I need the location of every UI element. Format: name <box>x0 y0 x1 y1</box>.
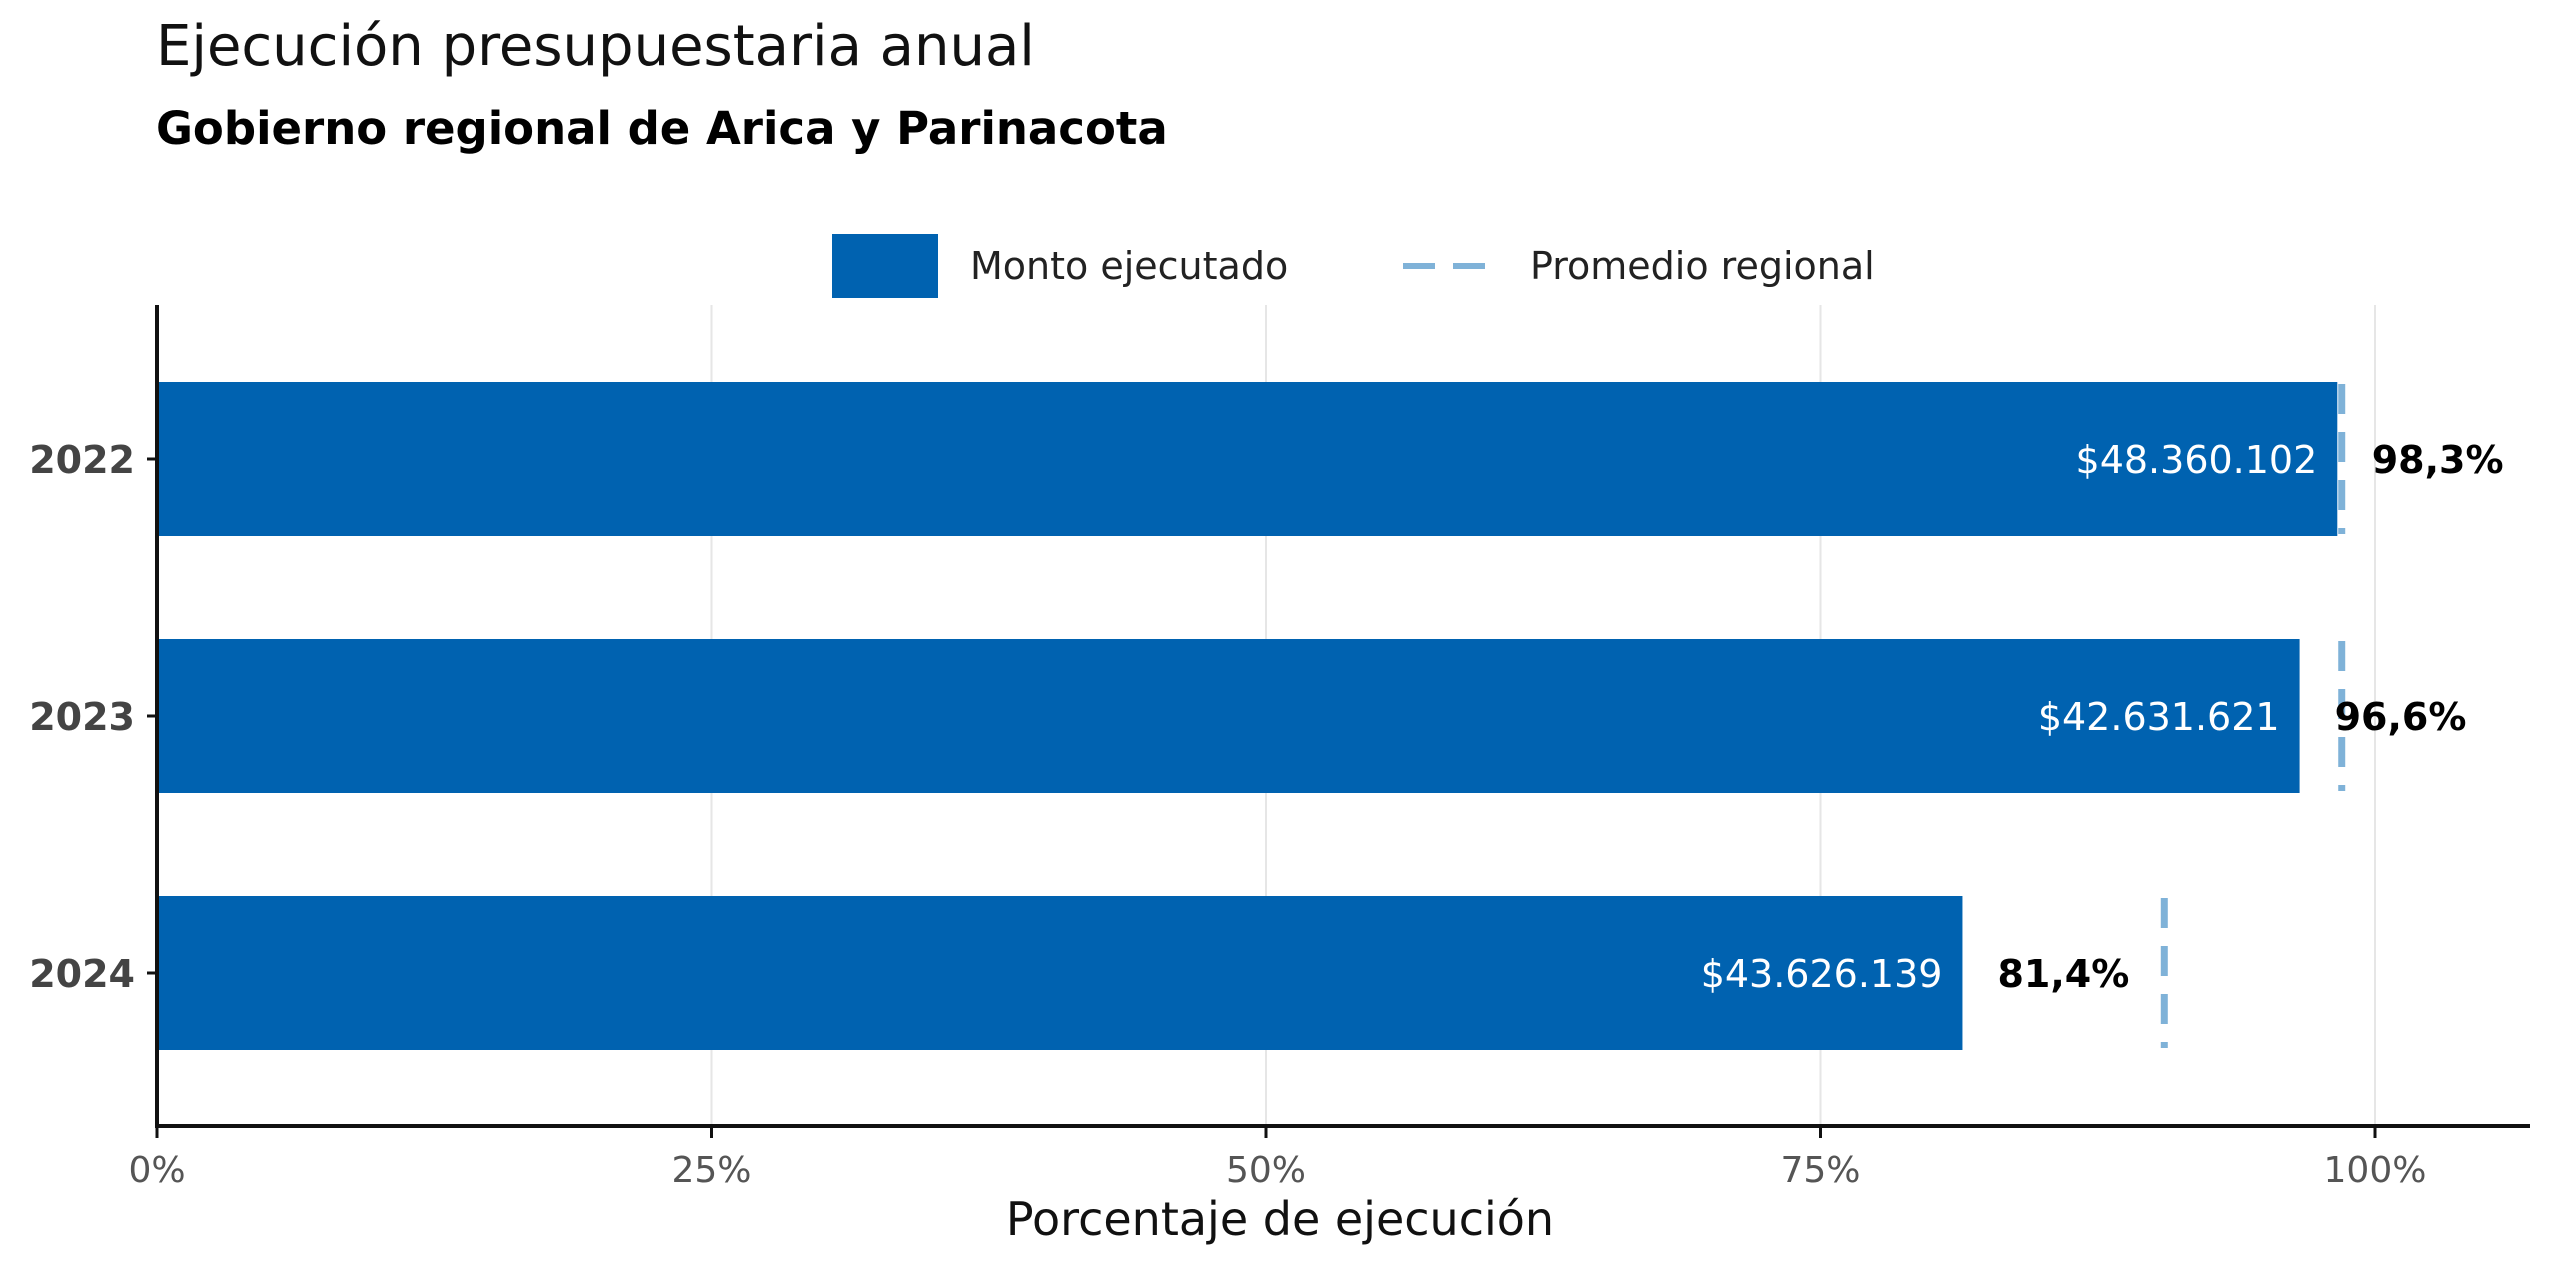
chart-subtitle: Gobierno regional de Arica y Parinacota <box>156 102 1168 155</box>
legend-label-average: Promedio regional <box>1530 244 1875 288</box>
y-tick-label-2024: 2024 <box>29 952 135 996</box>
x-tick-label: 0% <box>128 1150 185 1191</box>
amount-label-2023: $42.631.621 <box>2038 695 2280 739</box>
legend-swatch-bar <box>832 234 938 298</box>
x-tick-label: 75% <box>1780 1150 1860 1191</box>
x-tick-label: 100% <box>2324 1150 2427 1191</box>
value-label-2023: 96,6% <box>2335 695 2467 739</box>
bar-2023 <box>157 639 2300 793</box>
x-tick-label: 50% <box>1226 1150 1306 1191</box>
bar-2024 <box>157 896 1963 1050</box>
value-label-2022: 98,3% <box>2372 438 2504 482</box>
chart-title: Ejecución presupuestaria anual <box>156 14 1035 79</box>
bar-2022 <box>157 382 2338 536</box>
legend-swatch-average <box>1403 263 1485 269</box>
x-axis-label: Porcentaje de ejecución <box>1005 1192 1555 1246</box>
y-tick-label-2023: 2023 <box>29 695 135 739</box>
y-tick-label-2022: 2022 <box>29 438 135 482</box>
value-label-2024: 81,4% <box>1997 952 2129 996</box>
legend-label-bar: Monto ejecutado <box>970 244 1289 288</box>
x-tick-label: 25% <box>671 1150 751 1191</box>
amount-label-2024: $43.626.139 <box>1701 952 1943 996</box>
amount-label-2022: $48.360.102 <box>2076 438 2318 482</box>
